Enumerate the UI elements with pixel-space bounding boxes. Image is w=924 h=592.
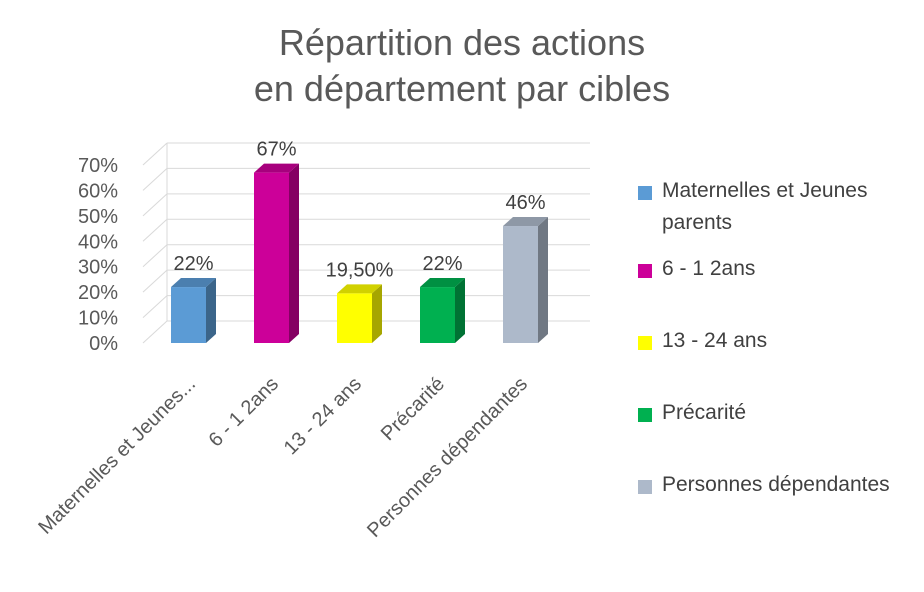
legend-label: 6 - 1 2ans: [662, 257, 756, 280]
data-label: 67%: [256, 139, 296, 161]
bar-side: [206, 278, 216, 343]
x-tick-label: Maternelles et Jeunes...: [34, 373, 200, 539]
bar-side: [455, 278, 465, 343]
gridline-diag: [142, 244, 168, 268]
y-tick-label: 50%: [78, 206, 118, 228]
y-tick-label: 30%: [78, 257, 118, 279]
y-tick-label: 60%: [78, 180, 118, 202]
bar-front: [337, 293, 372, 343]
y-tick-label: 20%: [78, 282, 118, 304]
legend-label: Maternelles et Jeunes parents: [662, 179, 868, 234]
legend-item: Précarité: [638, 397, 918, 469]
legend-item: Maternelles et Jeunes parents: [638, 175, 918, 253]
legend-swatch: [638, 186, 652, 200]
bar-front: [171, 287, 206, 343]
bar-front: [420, 287, 455, 343]
x-tick-label: Personnes dépendantes: [363, 373, 532, 542]
x-tick-label: 13 - 24 ans: [280, 373, 366, 459]
legend-swatch: [638, 408, 652, 422]
bar: [254, 163, 299, 343]
legend-item: Personnes dépendantes: [638, 469, 918, 509]
bar-top: [337, 284, 382, 294]
bar-side: [289, 163, 299, 343]
bars: [171, 163, 548, 343]
bar: [337, 284, 382, 343]
bar-top: [254, 163, 299, 173]
data-label: 46%: [505, 192, 545, 214]
bar-top: [171, 278, 216, 288]
gridline-diag: [142, 295, 168, 318]
legend-item: 13 - 24 ans: [638, 325, 918, 397]
bar: [171, 278, 216, 343]
y-tick-label: 70%: [78, 155, 118, 177]
bar: [420, 278, 465, 343]
data-label: 22%: [422, 253, 462, 275]
chart-title-line1: Répartition des actions: [278, 22, 646, 63]
data-label: 19,50%: [326, 259, 394, 281]
gridline-diag: [142, 320, 168, 344]
gridline-diag: [142, 142, 168, 166]
legend-label: Précarité: [662, 401, 747, 424]
y-tick-label: 0%: [89, 333, 118, 355]
bar-front: [503, 226, 538, 343]
legend-label: 13 - 24 ans: [662, 329, 768, 352]
chart-title-line2: en département par cibles: [253, 68, 671, 109]
bar: [503, 217, 548, 343]
bar-top: [503, 217, 548, 227]
x-tick-label: Précarité: [377, 373, 449, 445]
legend-item: 6 - 1 2ans: [638, 253, 918, 325]
legend-swatch: [638, 336, 652, 350]
bar-side: [372, 284, 382, 343]
y-tick-label: 40%: [78, 231, 118, 253]
legend-swatch: [638, 480, 652, 494]
x-tick-label: 6 - 1 2ans: [205, 373, 283, 451]
gridline-diag: [142, 193, 168, 217]
bar-front: [254, 172, 289, 343]
bar-side: [538, 217, 548, 343]
gridline-diag: [142, 218, 168, 242]
gridline-diag: [142, 168, 168, 191]
y-tick-label: 10%: [78, 308, 118, 330]
legend-swatch: [638, 264, 652, 278]
bar-top: [420, 278, 465, 288]
legend-label: Personnes dépendantes: [662, 473, 890, 496]
gridline-diag: [142, 269, 168, 293]
data-label: 22%: [173, 253, 213, 275]
y-axis-ticks: 0% 10% 20% 30% 40% 50% 60% 70%: [78, 155, 118, 355]
data-labels: 22% 67% 19,50% 22% 46%: [173, 139, 545, 282]
legend: Maternelles et Jeunes parents 6 - 1 2ans…: [638, 175, 918, 509]
